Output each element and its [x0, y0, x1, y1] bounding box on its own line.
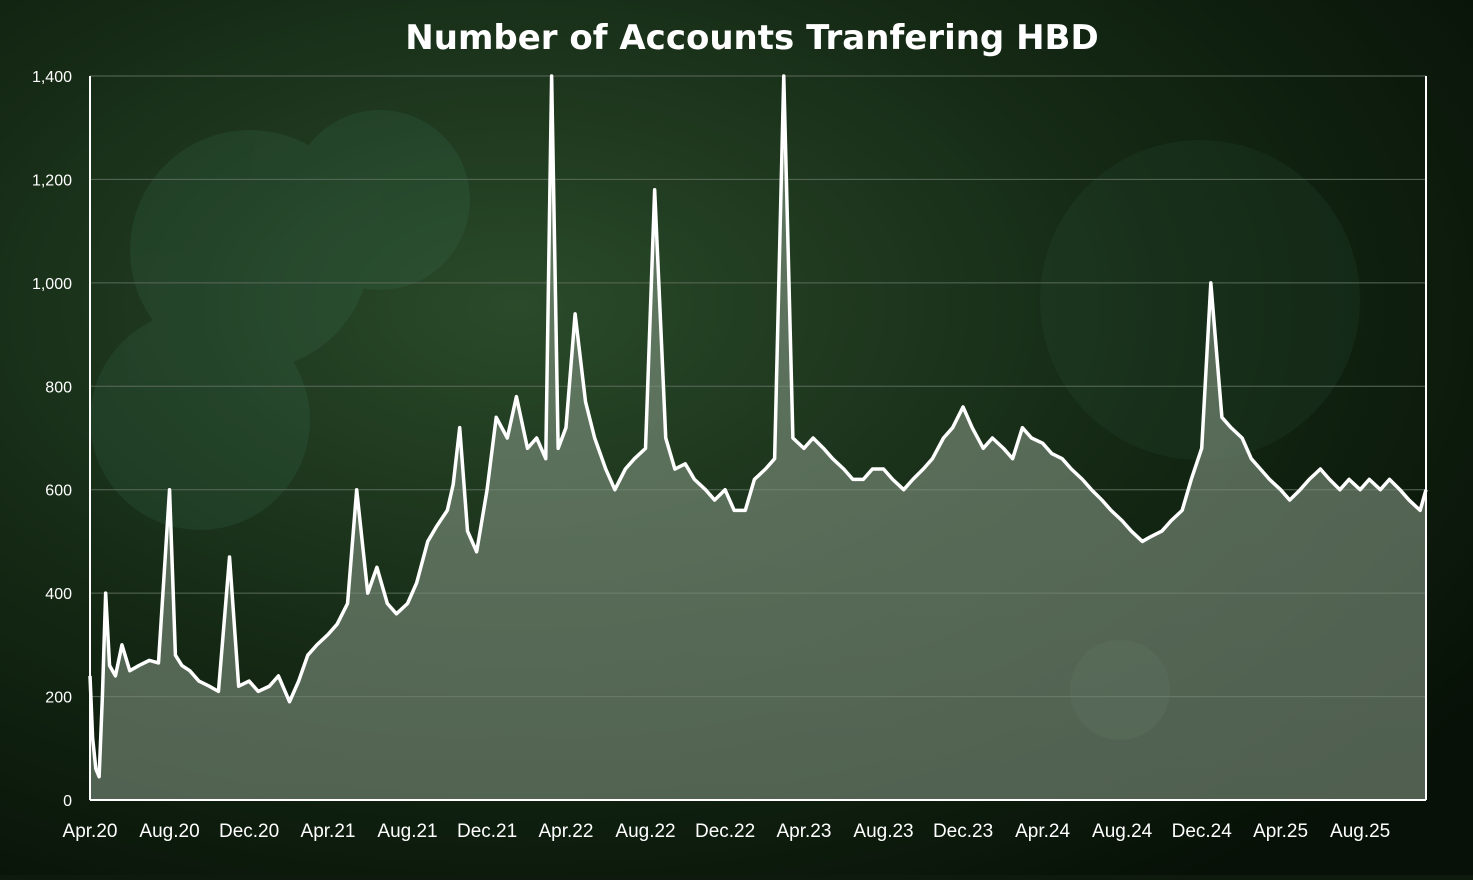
- x-tick-label: Apr.20: [63, 821, 118, 842]
- x-tick-label: Dec.22: [695, 821, 755, 842]
- y-tick-label: 0: [63, 793, 72, 810]
- x-tick-label: Aug.23: [853, 821, 913, 842]
- y-tick-label: 1,200: [32, 172, 72, 189]
- x-tick-label: Dec.24: [1172, 821, 1233, 842]
- y-tick-label: 1,400: [32, 69, 72, 86]
- x-tick-label: Apr.24: [1015, 821, 1070, 842]
- y-tick-label: 1,000: [32, 276, 72, 293]
- x-tick-label: Dec.20: [219, 821, 279, 842]
- x-tick-label: Apr.22: [539, 821, 594, 842]
- y-tick-label: 400: [45, 586, 72, 603]
- y-tick-label: 600: [45, 483, 72, 500]
- y-tick-label: 800: [45, 379, 72, 396]
- x-tick-label: Apr.21: [301, 821, 356, 842]
- chart-title: Number of Accounts Tranfering HBD: [405, 18, 1098, 58]
- x-tick-labels: Apr.20 Aug.20 Dec.20 Apr.21 Aug.21 Dec.21 Apr.…: [63, 821, 1391, 842]
- x-tick-label: Apr.23: [776, 821, 831, 842]
- x-tick-label: Dec.21: [457, 821, 517, 842]
- x-tick-label: Aug.21: [377, 821, 437, 842]
- x-tick-label: Aug.22: [615, 821, 675, 842]
- x-tick-label: Dec.23: [933, 821, 993, 842]
- x-tick-label: Aug.24: [1092, 821, 1153, 842]
- x-tick-label: Aug.25: [1330, 821, 1390, 842]
- x-tick-label: Apr.25: [1253, 821, 1308, 842]
- y-tick-label: 200: [45, 690, 72, 707]
- x-tick-label: Aug.20: [139, 821, 199, 842]
